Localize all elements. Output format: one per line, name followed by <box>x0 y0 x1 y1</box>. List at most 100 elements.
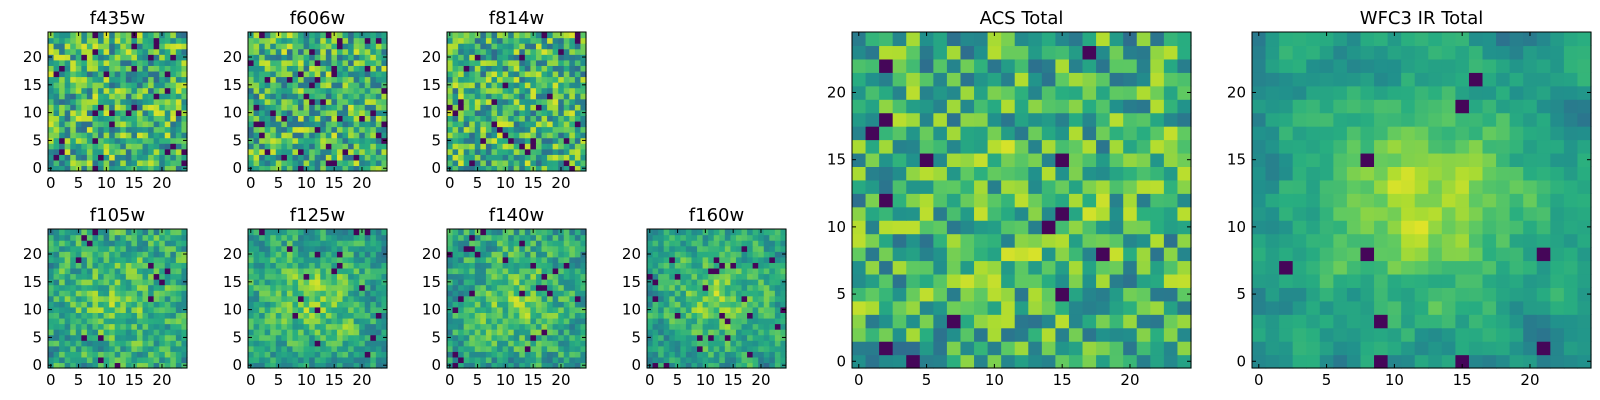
heatmap-cell <box>75 43 82 50</box>
heatmap-cell <box>685 267 693 275</box>
heatmap-cell <box>75 48 82 55</box>
heatmap-cell <box>474 279 481 286</box>
heatmap-cell <box>375 245 383 252</box>
heatmap-cell <box>148 126 155 133</box>
heatmap-cell <box>702 273 709 280</box>
heatmap-cell <box>81 59 88 66</box>
heatmap-cell <box>331 154 338 161</box>
heatmap-cell <box>708 301 715 308</box>
heatmap-cell <box>81 290 88 297</box>
heatmap-cell <box>331 82 338 89</box>
heatmap-cell <box>552 345 559 352</box>
heatmap-cell <box>309 143 316 150</box>
heatmap-cell <box>320 132 327 139</box>
x-tick-label: 0 <box>46 174 56 192</box>
heatmap-cell <box>153 306 160 313</box>
heatmap-cell <box>336 295 344 302</box>
heatmap-cell <box>381 262 388 269</box>
heatmap-cell <box>109 262 116 269</box>
heatmap-cell <box>535 65 543 72</box>
heatmap-cell <box>153 115 160 122</box>
heatmap-cell <box>309 132 316 139</box>
heatmap-cell <box>1109 273 1124 288</box>
heatmap-cell <box>275 87 282 94</box>
heatmap-cell <box>114 143 121 150</box>
heatmap-cell <box>519 126 526 133</box>
heatmap-cell <box>702 284 709 291</box>
heatmap-cell <box>769 301 776 308</box>
heatmap-cell <box>364 154 371 161</box>
heatmap-cell <box>64 109 71 116</box>
heatmap-cell <box>320 143 327 150</box>
heatmap-cell <box>53 245 60 252</box>
heatmap-cell <box>353 256 360 263</box>
heatmap-cell <box>53 165 60 172</box>
heatmap-cell <box>59 295 66 302</box>
heatmap-cell <box>303 317 310 325</box>
heatmap-cell <box>248 329 255 336</box>
heatmap-cell <box>175 245 183 252</box>
heatmap-cell <box>148 43 155 50</box>
heatmap-cell <box>48 87 55 94</box>
heatmap-cell <box>181 104 188 111</box>
heatmap-cell <box>663 340 670 347</box>
heatmap-cell <box>1055 206 1070 221</box>
heatmap-cell <box>125 126 132 133</box>
heatmap-cell <box>359 251 366 258</box>
heatmap-cell <box>497 306 504 313</box>
heatmap-cell <box>685 284 693 291</box>
heatmap-cell <box>142 362 149 369</box>
heatmap-cell <box>1136 327 1151 342</box>
heatmap-cell <box>987 260 1002 275</box>
heatmap-cell <box>281 340 288 347</box>
heatmap-cell <box>275 234 282 241</box>
heatmap-cell <box>336 234 344 241</box>
heatmap-cell <box>491 256 498 263</box>
heatmap-cell <box>270 98 277 105</box>
heatmap-cell <box>64 37 71 44</box>
heatmap-cell <box>86 323 94 330</box>
heatmap-cell <box>541 345 548 352</box>
heatmap-cell <box>497 312 504 319</box>
heatmap-cell <box>348 345 355 352</box>
heatmap-cell <box>513 329 520 336</box>
heatmap-cell <box>181 256 188 263</box>
heatmap-cell <box>485 43 493 50</box>
heatmap-cell <box>1150 354 1165 369</box>
heatmap-cell <box>164 301 171 308</box>
heatmap-cell <box>552 290 559 297</box>
heatmap-cell <box>974 273 989 288</box>
heatmap-cell <box>270 312 277 319</box>
heatmap-cell <box>86 93 94 100</box>
heatmap-cell <box>92 306 99 313</box>
heatmap-cell <box>309 251 316 258</box>
heatmap-cell <box>148 267 155 275</box>
heatmap-cell <box>164 143 171 150</box>
heatmap-cell <box>286 229 294 236</box>
heatmap-cell <box>458 301 465 308</box>
heatmap-cell <box>865 220 880 235</box>
heatmap-cell <box>574 159 582 167</box>
heatmap-cell <box>314 148 321 155</box>
heatmap-cell <box>458 356 465 364</box>
heatmap-cell <box>175 301 183 308</box>
heatmap-cell <box>53 306 60 313</box>
heatmap-cell <box>136 148 144 155</box>
heatmap-cell <box>569 301 576 308</box>
heatmap-cell <box>281 312 288 319</box>
heatmap-cell <box>303 87 310 94</box>
heatmap-cell <box>563 262 570 269</box>
heatmap-cell <box>314 132 321 139</box>
heatmap-cell <box>259 262 266 269</box>
heatmap-cell <box>148 109 155 116</box>
heatmap-cell <box>502 120 509 128</box>
heatmap-cell <box>458 65 465 72</box>
heatmap-cell <box>491 351 498 358</box>
heatmap-cell <box>381 295 388 302</box>
heatmap-cell <box>519 43 526 50</box>
heatmap-cell <box>59 306 66 313</box>
heatmap-cell <box>75 295 82 302</box>
heatmap-cell <box>92 54 99 61</box>
heatmap-cell <box>708 317 715 325</box>
heatmap-cell <box>348 262 355 269</box>
